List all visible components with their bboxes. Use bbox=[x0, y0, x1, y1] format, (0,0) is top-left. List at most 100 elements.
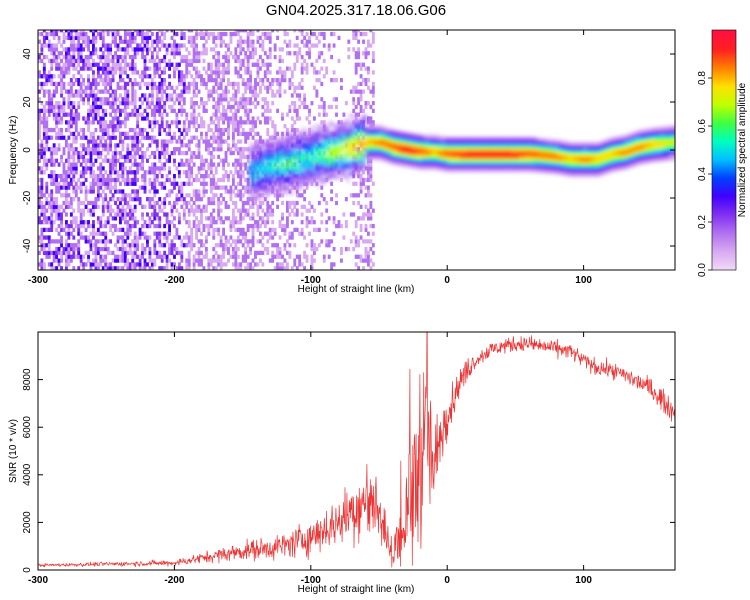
noise-cell bbox=[369, 158, 373, 163]
noise-cell bbox=[143, 62, 147, 67]
ridge-cell bbox=[308, 166, 312, 170]
noise-cell bbox=[101, 101, 105, 106]
ridge-cell bbox=[288, 162, 291, 166]
noise-cell bbox=[160, 266, 164, 270]
noise-cell bbox=[332, 97, 336, 102]
noise-cell bbox=[300, 262, 304, 267]
noise-cell bbox=[62, 208, 66, 213]
noise-cell bbox=[227, 54, 230, 60]
noise-cell bbox=[209, 189, 213, 194]
noise-cell bbox=[89, 185, 93, 190]
noise-cell bbox=[40, 266, 44, 270]
noise-cell bbox=[96, 227, 100, 232]
noise-cell bbox=[168, 227, 171, 232]
noise-cell bbox=[79, 89, 83, 94]
noise-cell bbox=[185, 193, 189, 198]
noise-cell bbox=[148, 101, 152, 106]
noise-cell bbox=[263, 62, 267, 67]
noise-cell bbox=[146, 131, 149, 136]
noise-cell bbox=[190, 62, 194, 67]
noise-cell bbox=[62, 181, 66, 186]
noise-cell bbox=[239, 177, 243, 183]
ridge-cell bbox=[269, 165, 273, 168]
noise-cell bbox=[214, 116, 218, 121]
noise-cell bbox=[109, 143, 113, 148]
noise-cell bbox=[42, 212, 46, 217]
noise-cell bbox=[227, 66, 230, 71]
ridge-cell bbox=[249, 197, 252, 201]
noise-cell bbox=[288, 235, 292, 240]
noise-cell bbox=[119, 35, 122, 40]
noise-cell bbox=[195, 177, 198, 183]
noise-cell bbox=[354, 62, 358, 67]
noise-cell bbox=[96, 62, 100, 67]
noise-cell bbox=[45, 197, 49, 202]
ridge-cell bbox=[251, 195, 255, 198]
noise-cell bbox=[236, 30, 240, 33]
noise-cell bbox=[45, 81, 49, 87]
noise-cell bbox=[104, 112, 108, 117]
noise-cell bbox=[82, 254, 86, 259]
noise-cell bbox=[261, 243, 265, 248]
noise-cell bbox=[308, 220, 311, 225]
noise-cell bbox=[94, 139, 98, 144]
noise-cell bbox=[42, 39, 46, 44]
noise-cell bbox=[192, 189, 196, 194]
noise-cell bbox=[229, 185, 233, 190]
noise-cell bbox=[283, 223, 287, 229]
noise-cell bbox=[293, 185, 297, 190]
noise-cell bbox=[104, 81, 108, 87]
ridge-cell bbox=[255, 195, 259, 198]
noise-cell bbox=[111, 170, 115, 175]
noise-cell bbox=[217, 70, 221, 75]
noise-cell bbox=[234, 30, 238, 33]
noise-cell bbox=[150, 170, 154, 175]
noise-cell bbox=[138, 235, 142, 240]
noise-cell bbox=[67, 89, 71, 94]
noise-cell bbox=[342, 112, 346, 117]
noise-cell bbox=[246, 166, 250, 171]
ridge-cell bbox=[304, 176, 308, 180]
noise-cell bbox=[101, 66, 105, 71]
ridge-cell bbox=[253, 197, 257, 200]
noise-cell bbox=[364, 81, 368, 87]
noise-cell bbox=[128, 208, 132, 213]
ridge-cell bbox=[278, 173, 281, 177]
ridge-cell bbox=[259, 188, 263, 192]
noise-cell bbox=[126, 220, 130, 225]
noise-cell bbox=[227, 258, 230, 263]
noise-cell bbox=[204, 147, 208, 152]
ridge-cell bbox=[321, 144, 324, 147]
noise-cell bbox=[114, 223, 117, 229]
noise-cell bbox=[136, 262, 140, 267]
noise-cell bbox=[163, 31, 167, 37]
noise-cell bbox=[170, 120, 174, 125]
ridge-cell bbox=[310, 164, 314, 168]
noise-cell bbox=[266, 216, 270, 221]
noise-cell bbox=[175, 147, 179, 152]
noise-cell bbox=[182, 243, 186, 248]
noise-cell bbox=[104, 139, 108, 144]
noise-cell bbox=[141, 250, 144, 256]
noise-cell bbox=[153, 189, 157, 194]
noise-cell bbox=[92, 189, 95, 194]
noise-cell bbox=[200, 174, 203, 179]
noise-cell bbox=[87, 66, 90, 71]
noise-cell bbox=[94, 97, 98, 102]
ridge-cell bbox=[325, 159, 328, 163]
noise-cell bbox=[42, 112, 46, 117]
ridge-cell bbox=[300, 162, 304, 165]
noise-cell bbox=[285, 127, 289, 133]
ridge-cell bbox=[308, 145, 312, 149]
noise-cell bbox=[50, 220, 54, 225]
noise-cell bbox=[222, 174, 225, 179]
noise-cell bbox=[52, 108, 56, 113]
noise-cell bbox=[153, 174, 157, 179]
noise-cell bbox=[42, 250, 46, 256]
noise-cell bbox=[119, 212, 122, 217]
noise-cell bbox=[158, 266, 162, 270]
noise-cell bbox=[268, 135, 272, 140]
noise-cell bbox=[121, 70, 125, 75]
noise-cell bbox=[57, 185, 61, 190]
ridge-cell bbox=[261, 154, 265, 158]
